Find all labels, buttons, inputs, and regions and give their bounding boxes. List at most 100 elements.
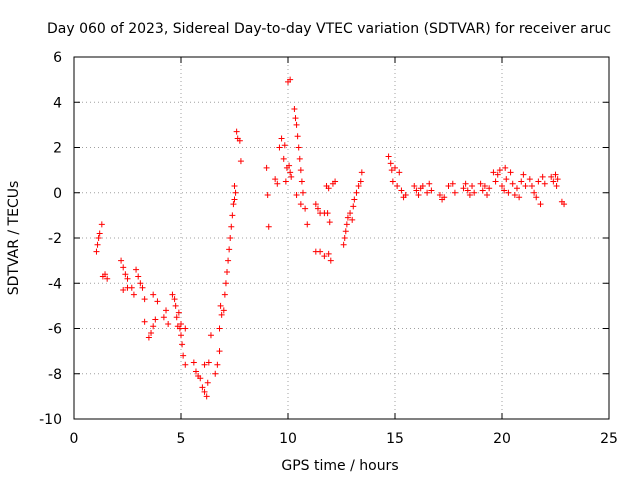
data-point [205, 359, 212, 366]
axis-ticks [73, 56, 610, 420]
data-point [291, 106, 298, 113]
data-point [278, 135, 285, 142]
data-point [466, 192, 473, 199]
data-point [464, 187, 471, 194]
data-point [120, 287, 127, 294]
data-point [179, 341, 186, 348]
data-point [226, 246, 233, 253]
data-point [413, 187, 420, 194]
data-point [518, 178, 525, 185]
data-point [93, 248, 100, 255]
data-point [297, 201, 304, 208]
data-point [513, 185, 520, 192]
data-point [392, 164, 398, 171]
data-point [553, 182, 560, 189]
data-point [172, 302, 179, 309]
y-tick-label: 0 [53, 186, 62, 202]
data-point [327, 257, 334, 264]
data-point [550, 178, 557, 185]
data-point [533, 194, 540, 201]
data-point [539, 173, 546, 180]
data-point [199, 384, 206, 391]
data-point [479, 187, 486, 194]
data-point [460, 185, 467, 192]
data-point [263, 164, 270, 171]
data-point [133, 266, 140, 273]
data-point [415, 192, 422, 199]
data-point [150, 323, 157, 330]
data-point [220, 307, 227, 314]
data-point [449, 180, 456, 187]
data-point [317, 248, 324, 255]
data-point [355, 182, 362, 189]
data-point [496, 167, 503, 174]
data-point [349, 216, 356, 223]
data-point [96, 230, 103, 237]
data-point [396, 169, 403, 176]
data-point [217, 302, 224, 309]
data-point [548, 173, 555, 180]
data-point [469, 182, 476, 189]
data-point [104, 275, 111, 282]
data-point [445, 182, 452, 189]
data-point [304, 221, 311, 228]
data-point [272, 176, 279, 183]
data-point [292, 115, 299, 122]
data-point [288, 173, 295, 180]
data-point [541, 180, 548, 187]
data-point [351, 196, 358, 203]
data-point [520, 171, 527, 178]
data-point [531, 189, 538, 196]
data-point [312, 201, 319, 208]
data-point [152, 316, 159, 323]
data-point [214, 361, 221, 368]
data-point [95, 235, 102, 241]
data-point [298, 178, 305, 185]
data-point [171, 296, 178, 303]
data-point [216, 325, 223, 332]
y-axis-label: SDTVAR / TECUs [6, 181, 22, 296]
data-point [280, 155, 287, 162]
data-point [150, 291, 157, 298]
data-point [135, 273, 142, 280]
data-point [321, 253, 328, 260]
data-point [154, 298, 161, 305]
data-point [173, 314, 180, 321]
data-point [350, 203, 357, 210]
data-point [276, 144, 283, 151]
data-point [389, 178, 396, 185]
data-point [225, 257, 232, 264]
data-point [486, 185, 493, 192]
data-point [471, 189, 478, 196]
data-point [481, 182, 488, 189]
data-point [201, 361, 208, 368]
data-point [357, 178, 364, 185]
y-tick-label: -6 [48, 322, 62, 338]
data-point [274, 180, 281, 187]
data-point [324, 210, 331, 217]
data-point [295, 144, 302, 151]
data-point [344, 214, 351, 221]
data-point [462, 180, 469, 187]
data-point [436, 192, 443, 199]
data-point [428, 187, 435, 194]
data-point [528, 182, 535, 189]
x-tick-label: 15 [386, 431, 404, 447]
data-point [297, 167, 304, 174]
data-point [385, 153, 392, 160]
data-point [148, 330, 155, 337]
data-point [204, 379, 211, 386]
data-point [137, 280, 144, 287]
data-point [505, 189, 512, 196]
data-point [411, 182, 418, 189]
data-point [287, 76, 294, 83]
data-point [477, 180, 484, 187]
data-point [419, 182, 426, 189]
data-point [424, 189, 431, 196]
data-point [441, 194, 448, 201]
data-point [94, 241, 101, 248]
data-point [494, 171, 501, 178]
data-point [398, 187, 405, 194]
data-point [102, 271, 109, 278]
data-point [490, 169, 497, 176]
